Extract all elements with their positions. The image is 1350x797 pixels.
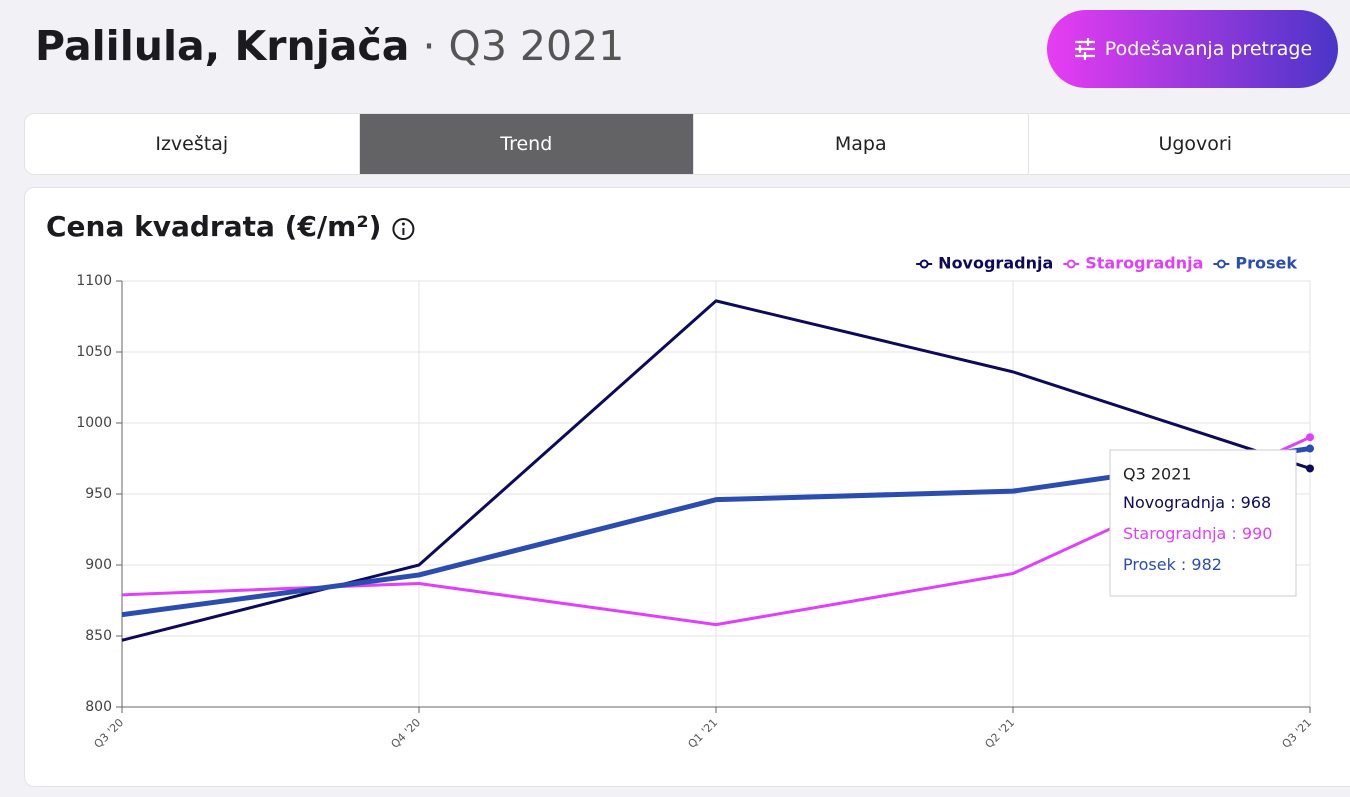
y-tick-label: 1050 [76, 344, 112, 360]
settings-icon [1074, 38, 1095, 60]
tooltip-box [1109, 449, 1297, 597]
x-tick-label: Q3 '21 [1279, 716, 1314, 751]
y-tick-label: 850 [85, 628, 112, 644]
search-settings-button[interactable]: Podešavanja pretrage [1047, 10, 1338, 88]
y-tick-label: 950 [85, 486, 112, 502]
tooltip-row: Prosek : 982 [1123, 555, 1222, 574]
legend-label: Prosek [1235, 254, 1297, 273]
tooltip-name: Novogradnja [1123, 493, 1225, 512]
tooltip-separator: : [1226, 524, 1242, 543]
button-label: Podešavanja pretrage [1104, 38, 1313, 60]
tab[interactable]: Izveštaj [25, 114, 360, 174]
tooltip: Q3 2021 Novogradnja : 968 Starogradnja : 9… [1109, 449, 1297, 597]
y-tick-label: 900 [85, 557, 112, 573]
y-tick-label: 1100 [76, 273, 112, 289]
y-tick-label: 1000 [76, 415, 112, 431]
legend-label: Novogradnja [938, 254, 1053, 273]
tooltip-title: Q3 2021 [1123, 465, 1192, 484]
x-tick-label: Q2 '21 [982, 716, 1017, 751]
tooltip-separator: : [1225, 493, 1241, 512]
tooltip-value: 982 [1191, 555, 1222, 574]
tab[interactable]: Trend [359, 114, 694, 174]
tooltip-name: Starogradnja [1123, 524, 1226, 543]
period: Q3 2021 [448, 22, 625, 70]
tab[interactable]: Ugovori [1029, 114, 1350, 174]
tooltip-name: Prosek [1123, 555, 1177, 574]
separator: · [422, 22, 436, 70]
tooltip-value: 990 [1242, 524, 1273, 543]
hover-point [1306, 444, 1314, 453]
tab[interactable]: Mapa [694, 114, 1029, 174]
hover-point [1306, 433, 1314, 442]
tooltip-row: Starogradnja : 990 [1123, 524, 1272, 543]
info-icon[interactable] [392, 218, 415, 240]
legend-marker [1216, 259, 1226, 269]
x-tick-label: Q1 '21 [685, 716, 720, 751]
x-tick-label: Q3 '20 [91, 716, 126, 751]
legend-label: Starogradnja [1085, 254, 1203, 273]
legend-marker [919, 259, 929, 269]
legend-marker [1066, 259, 1076, 269]
y-tick-label: 800 [85, 699, 112, 715]
x-tick-label: Q4 '20 [388, 716, 423, 751]
tooltip-value: 968 [1241, 493, 1272, 512]
tooltip-separator: : [1176, 555, 1192, 574]
location: Palilula, Krnjača [35, 22, 410, 70]
tooltip-row: Novogradnja : 968 [1123, 493, 1271, 512]
hover-point [1306, 464, 1314, 473]
chart-title: Cena kvadrata (€/m²) [46, 210, 381, 243]
page-title: Palilula, Krnjača · Q3 2021 [35, 22, 624, 70]
tab-bar: Izveštaj Trend Mapa Ugovori [24, 113, 1350, 175]
